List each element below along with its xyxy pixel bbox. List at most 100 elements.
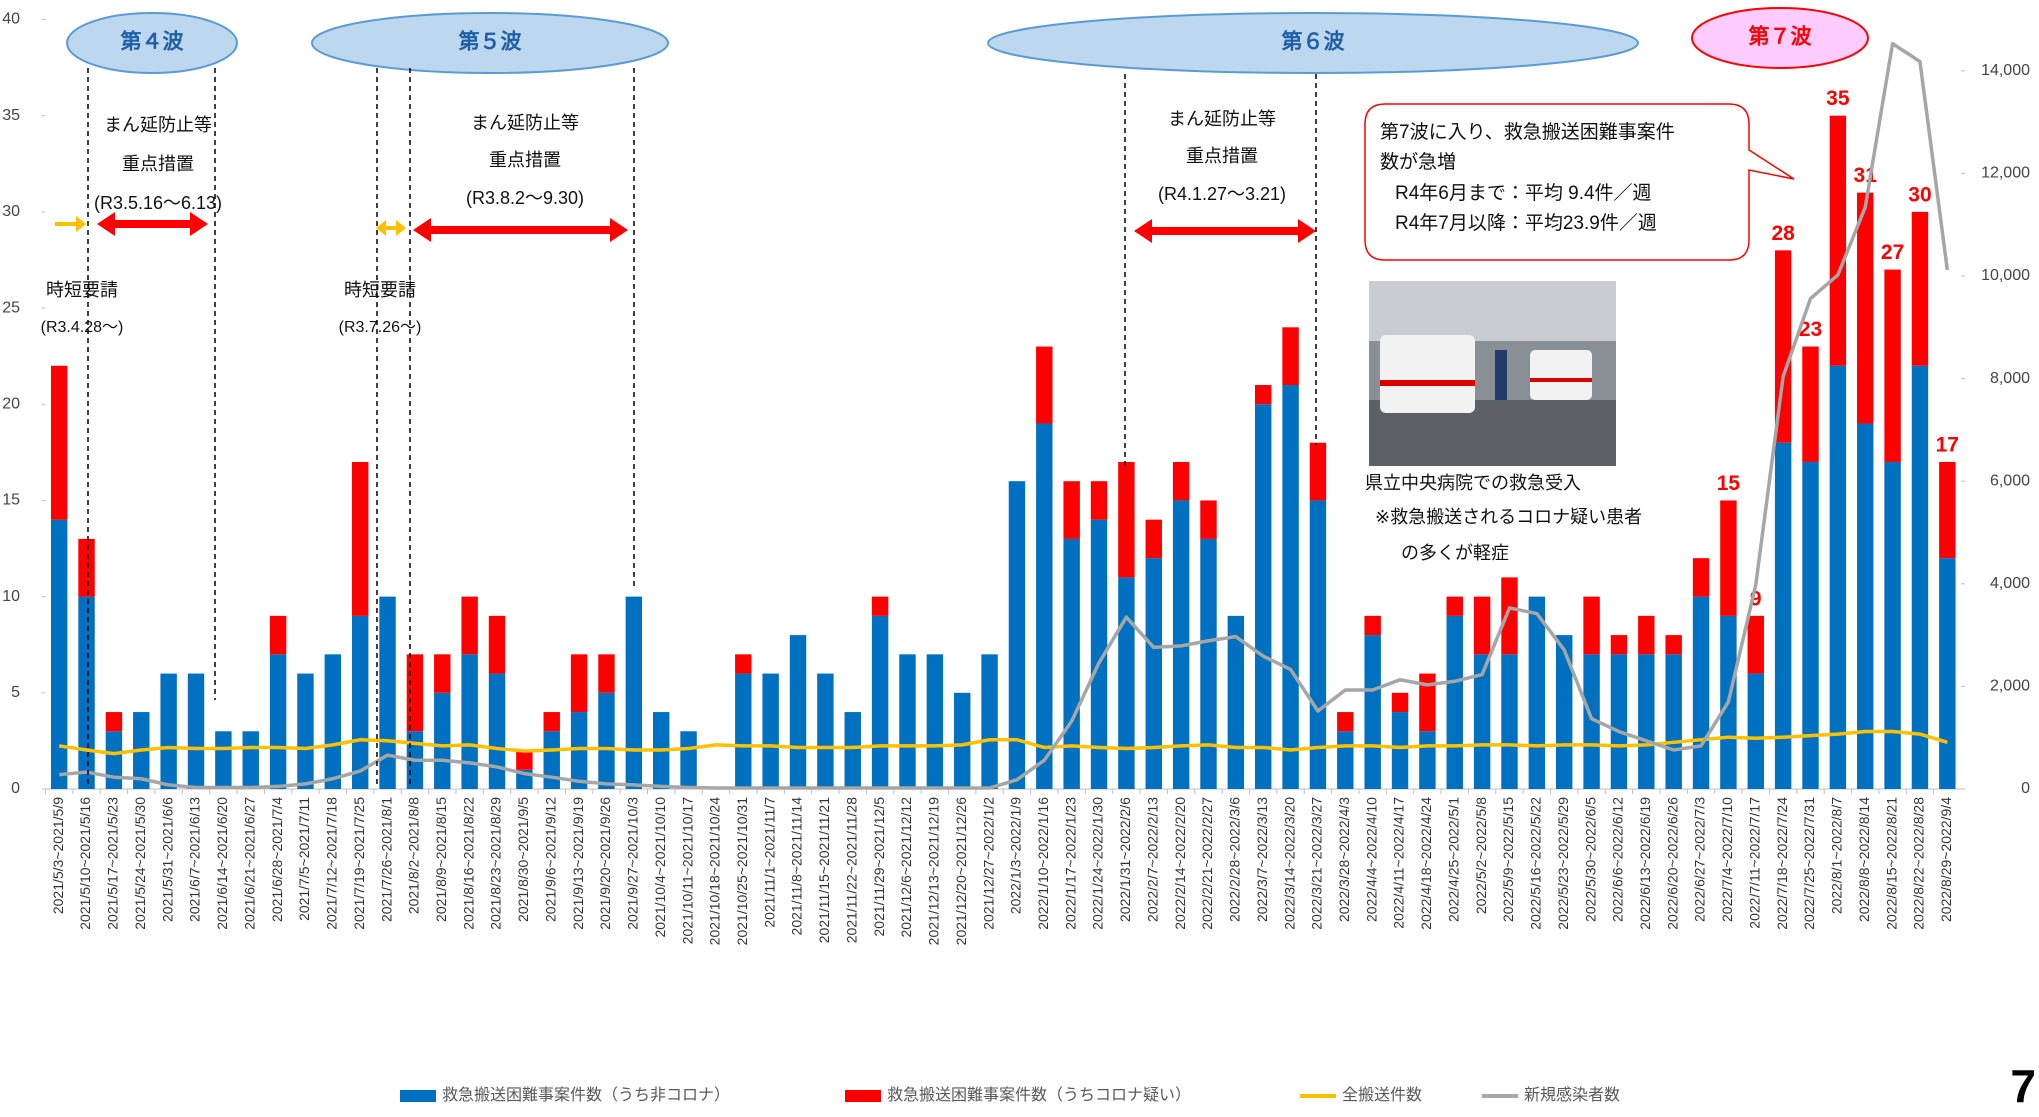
- bar-segment: [1255, 385, 1271, 404]
- photo-stripe: [1530, 378, 1592, 382]
- bar-segment: [1118, 577, 1134, 789]
- x-tick-label: 2021/12/6~2021/12/12: [898, 797, 914, 938]
- legend-label: 救急搬送困難事案件数（うちコロナ疑い）: [887, 1085, 1191, 1104]
- legend-label: 全搬送件数: [1342, 1086, 1422, 1104]
- bar-segment: [1748, 616, 1764, 674]
- bar-segment: [1419, 731, 1435, 789]
- bar-segment: [790, 635, 806, 789]
- total-label: 35: [1826, 87, 1850, 110]
- bar-segment: [1447, 597, 1463, 616]
- x-tick-label: 2022/8/8~2022/8/14: [1856, 797, 1872, 922]
- callout-text: R4年6月まで：平均 9.4件／週: [1395, 182, 1652, 204]
- bar-segment: [78, 597, 94, 789]
- bar-segment: [1939, 462, 1955, 558]
- x-tick-label: 2022/2/14~2022/2/20: [1172, 797, 1188, 930]
- measure-text: まん延防止等: [1168, 109, 1276, 129]
- measure-text: (R4.1.27～3.21): [1158, 184, 1286, 204]
- legend: 救急搬送困難事案件数（うち非コロナ）救急搬送困難事案件数（うちコロナ疑い）全搬送…: [400, 1085, 1620, 1104]
- x-tick-label: 2022/2/28~2022/3/6: [1227, 797, 1243, 922]
- bar-segment: [1693, 597, 1709, 789]
- y-tick-label: 30: [2, 203, 20, 220]
- bar-segment: [160, 674, 176, 789]
- x-tick-label: 2021/12/13~2021/12/19: [926, 797, 942, 946]
- bar-segment: [1337, 712, 1353, 731]
- bar-segment: [461, 654, 477, 789]
- bar-segment: [1884, 270, 1900, 462]
- x-tick-label: 2022/1/10~2022/1/16: [1035, 797, 1051, 930]
- bar-segment: [1611, 654, 1627, 789]
- bar-segment: [1091, 481, 1107, 519]
- bar-segment: [352, 616, 368, 789]
- wave-label: 第４波: [121, 30, 185, 54]
- bar-segment: [927, 654, 943, 789]
- bar-segment: [872, 616, 888, 789]
- period-arrow: [1134, 219, 1316, 243]
- measure-text: 重点措置: [1186, 146, 1258, 166]
- measure-arrows: [97, 212, 1316, 243]
- request-arrow: [376, 220, 406, 236]
- x-tick-label: 2021/5/31~2021/6/6: [159, 797, 175, 922]
- bar-segment: [1802, 462, 1818, 789]
- bar-segment: [434, 693, 450, 789]
- bar-segment: [954, 693, 970, 789]
- bar-segment: [598, 693, 614, 789]
- bar-segment: [352, 462, 368, 616]
- bar-segment: [243, 731, 259, 789]
- bar-segment: [516, 751, 532, 770]
- y2-tick-label: 12,000: [1981, 165, 2030, 182]
- y-tick-label: 20: [2, 395, 20, 412]
- x-tick-label: 2021/7/12~2021/7/18: [324, 797, 340, 930]
- bar-segment: [1364, 616, 1380, 635]
- y-tick-label: 35: [2, 107, 20, 124]
- bar-segment: [872, 597, 888, 616]
- bar-segment: [1720, 500, 1736, 615]
- y-tick-label: 5: [11, 684, 20, 701]
- y2-tick-label: 8,000: [1990, 370, 2030, 387]
- x-tick-label: 2022/3/21~2022/3/27: [1309, 797, 1325, 930]
- bar-segment: [1118, 462, 1134, 577]
- bar-segment: [1282, 327, 1298, 385]
- bar-segment: [1063, 539, 1079, 789]
- wave-label: 第７波: [1749, 25, 1813, 49]
- bar-segment: [598, 654, 614, 692]
- y2-tick-label: 6,000: [1990, 472, 2030, 489]
- total-label: 31: [1854, 164, 1878, 187]
- x-tick-label: 2021/6/28~2021/7/4: [269, 797, 285, 922]
- bar-segment: [1337, 731, 1353, 789]
- x-tick-label: 2021/9/20~2021/9/26: [597, 797, 613, 930]
- request-text: 時短要請: [344, 280, 416, 300]
- bar-segment: [51, 366, 67, 520]
- x-tick-label: 2022/8/15~2022/8/21: [1883, 797, 1899, 930]
- request-text: (R3.4.28～): [41, 319, 124, 336]
- bar-segment: [1884, 462, 1900, 789]
- x-tick-label: 2022/5/9~2022/5/15: [1500, 797, 1516, 922]
- bar-segment: [106, 731, 122, 789]
- x-tick-label: 2022/5/2~2022/5/8: [1473, 797, 1489, 914]
- bar-segment: [899, 654, 915, 789]
- bar-segment: [1036, 347, 1052, 424]
- x-tick-label: 2021/5/3~2021/5/9: [50, 797, 66, 914]
- x-tick-label: 2022/7/18~2022/7/24: [1774, 797, 1790, 930]
- bar-segment: [1146, 558, 1162, 789]
- photo-caption: の多くが軽症: [1401, 543, 1509, 563]
- x-tick-label: 2021/12/27~2022/1/2: [980, 797, 996, 930]
- measure-text: まん延防止等: [471, 113, 579, 133]
- x-tick-label: 2022/5/30~2022/6/5: [1582, 797, 1598, 922]
- bar-segment: [544, 731, 560, 789]
- callout-text: 第7波に入り、救急搬送困難事案件: [1380, 121, 1675, 143]
- bar-segment: [1556, 635, 1572, 789]
- bar-segment: [1611, 635, 1627, 654]
- photo-caption: ※救急搬送されるコロナ疑い患者: [1375, 507, 1642, 527]
- x-tick-label: 2021/11/8~2021/11/14: [789, 797, 805, 936]
- y-tick-label: 15: [2, 492, 20, 509]
- legend-label: 新規感染者数: [1524, 1086, 1620, 1104]
- x-tick-label: 2022/4/4~2022/4/10: [1363, 797, 1379, 922]
- x-tick-label: 2021/12/20~2021/12/26: [953, 797, 969, 946]
- legend-swatch: [845, 1090, 881, 1102]
- photo-ceiling: [1369, 281, 1616, 341]
- wave-label: 第６波: [1282, 30, 1346, 54]
- total-label: 27: [1881, 241, 1904, 264]
- x-tick-label: 2021/11/29~2021/12/5: [871, 797, 887, 937]
- x-tick-label: 2022/1/3~2022/1/9: [1008, 797, 1024, 914]
- callout-text: R4年7月以降：平均23.9件／週: [1395, 212, 1657, 234]
